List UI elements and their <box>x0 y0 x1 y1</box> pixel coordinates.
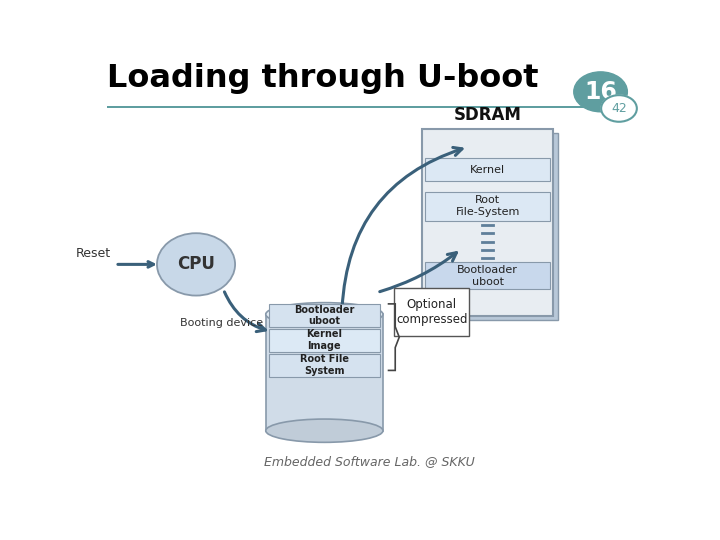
Text: CPU: CPU <box>177 255 215 273</box>
Circle shape <box>601 95 636 122</box>
Text: Bootloader
uboot: Bootloader uboot <box>294 305 354 326</box>
Text: Loading through U-boot: Loading through U-boot <box>107 63 539 94</box>
Circle shape <box>574 72 627 112</box>
FancyBboxPatch shape <box>269 329 379 352</box>
Text: Kernel: Kernel <box>470 165 505 175</box>
FancyBboxPatch shape <box>266 314 383 431</box>
Ellipse shape <box>157 233 235 295</box>
FancyBboxPatch shape <box>426 158 550 181</box>
Text: SDRAM: SDRAM <box>454 106 521 124</box>
FancyBboxPatch shape <box>422 129 553 316</box>
Ellipse shape <box>266 302 383 326</box>
Text: Root File
System: Root File System <box>300 354 349 376</box>
FancyBboxPatch shape <box>394 288 469 336</box>
Text: Root
File-System: Root File-System <box>455 195 520 217</box>
FancyBboxPatch shape <box>269 354 379 377</box>
Text: Booting device: Booting device <box>180 319 263 328</box>
Text: 16: 16 <box>584 80 617 104</box>
FancyBboxPatch shape <box>426 262 550 289</box>
Text: 42: 42 <box>611 102 627 115</box>
Text: Kernel
Image: Kernel Image <box>307 329 343 351</box>
Text: Embedded Software Lab. @ SKKU: Embedded Software Lab. @ SKKU <box>264 455 474 468</box>
Text: Optional
compressed: Optional compressed <box>396 298 467 326</box>
Text: Reset: Reset <box>76 247 111 260</box>
Text: Bootloader
uboot: Bootloader uboot <box>457 265 518 287</box>
FancyBboxPatch shape <box>426 192 550 221</box>
FancyBboxPatch shape <box>269 304 379 327</box>
Ellipse shape <box>266 419 383 442</box>
FancyBboxPatch shape <box>107 106 609 109</box>
FancyBboxPatch shape <box>427 133 558 320</box>
